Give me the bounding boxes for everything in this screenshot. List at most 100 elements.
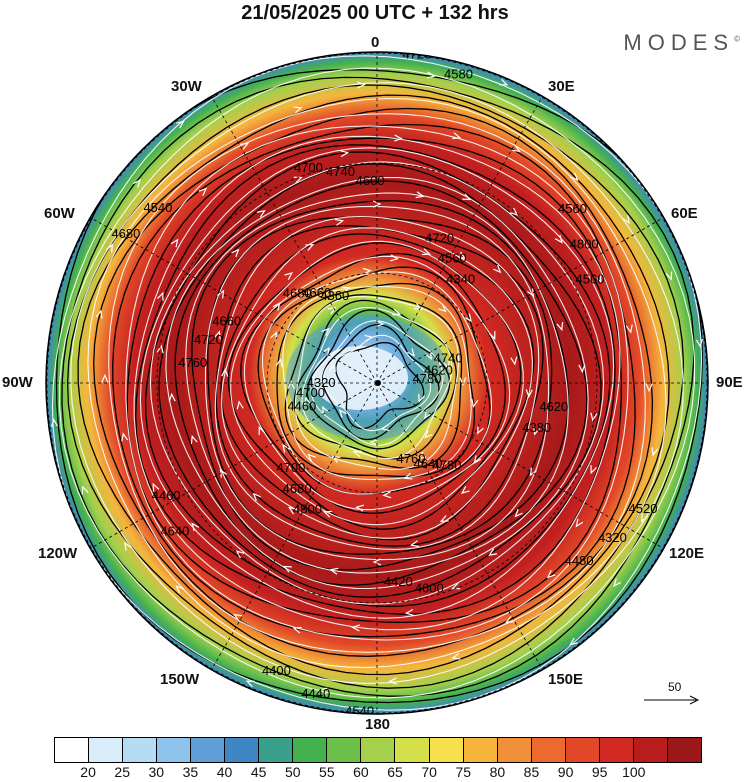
colorbar-cell (429, 738, 464, 762)
wind-arrowhead (282, 565, 292, 573)
contour-value-label: 4660 (302, 285, 331, 300)
wind-arrowhead (233, 613, 242, 622)
colorbar-cell (633, 738, 668, 762)
wind-arrowhead (270, 331, 277, 341)
contour-value-label: 4800 (293, 502, 322, 517)
wind-arrowhead (327, 307, 337, 315)
colorbar (54, 737, 702, 763)
contour-value-label: 4600 (356, 173, 385, 188)
colorbar-tick-label: 85 (523, 764, 540, 780)
wind-arrowhead (357, 81, 366, 89)
wind-arrowhead (305, 244, 315, 251)
reference-vector-label: 50 (668, 680, 682, 694)
colorbar-tick-label: 40 (216, 764, 233, 780)
contour-value-label: 4660 (212, 313, 241, 328)
wind-arrowhead (388, 677, 397, 685)
wind-arrowhead (175, 585, 184, 594)
wind-arrowhead (252, 492, 261, 502)
wind-arrowhead (380, 424, 390, 432)
wind-arrowhead (331, 455, 341, 464)
wind-arrowhead (464, 313, 472, 323)
contour-value-label: 4640 (414, 456, 443, 471)
wind-arrowhead (407, 348, 416, 357)
wind-arrowhead (695, 338, 703, 348)
contour-value-label: 4440 (301, 686, 330, 701)
wind-arrowhead (459, 377, 467, 387)
contour-value-label: 4400 (262, 663, 291, 678)
wind-arrowhead (292, 626, 302, 634)
wind-arrowhead (651, 447, 659, 457)
lon-label-30e: 30E (548, 78, 575, 95)
contour-value-label: 4420 (384, 574, 413, 589)
height-contour-line (174, 180, 588, 586)
colorbar-cell (225, 738, 260, 762)
wind-arrowhead (525, 389, 533, 399)
colorbar-cell (157, 738, 192, 762)
wind-streamline (108, 113, 646, 653)
lon-label-150e: 150E (548, 671, 584, 688)
wind-arrowhead (351, 624, 361, 632)
wind-arrowhead (95, 309, 103, 319)
wind-arrowhead (438, 304, 447, 313)
wind-arrowhead (121, 432, 129, 442)
wind-arrowhead (488, 331, 496, 341)
contour-value-label: 4320 (307, 375, 336, 390)
contour-value-label: 4700 (296, 385, 325, 400)
contour-value-label: 4700 (276, 460, 305, 475)
meridian-line (86, 215, 378, 384)
colorbar-cell (361, 738, 396, 762)
wind-arrowhead (527, 288, 535, 298)
wind-arrowhead (304, 396, 311, 406)
contour-value-label: 4580 (444, 67, 473, 82)
wind-arrowhead (510, 356, 518, 366)
wind-arrowhead (293, 176, 303, 184)
contour-value-label: 4740 (326, 164, 355, 179)
contour-value-label: 4360 (320, 288, 349, 303)
wind-arrowhead (424, 351, 432, 361)
colorbar-tick-label: 50 (284, 764, 301, 780)
wind-arrowhead (219, 468, 227, 478)
wind-arrowhead (569, 637, 578, 646)
contour-value-label: 4800 (570, 237, 599, 252)
wind-arrowhead (170, 238, 179, 248)
lon-label-90e: 90E (716, 374, 743, 391)
colorbar-tick-label: 35 (182, 764, 199, 780)
wind-arrowhead (282, 443, 290, 453)
wind-arrowhead (570, 172, 579, 181)
wind-arrowhead (284, 272, 294, 281)
colorbar-tick-label: 65 (387, 764, 403, 780)
wind-arrowhead (392, 308, 402, 316)
lon-label-120e: 120E (669, 545, 705, 562)
wind-arrowhead (462, 193, 472, 201)
wind-arrowhead (590, 465, 598, 475)
wind-arrowhead (575, 518, 584, 528)
wind-arrowhead (546, 570, 556, 579)
contour-value-label: 4460 (287, 398, 316, 413)
wind-arrowhead (443, 360, 450, 370)
contour-value-label: 4740 (434, 351, 463, 366)
wind-arrowhead (393, 134, 403, 142)
lon-label-150w: 150W (160, 671, 200, 688)
contour-value-label: 4340 (446, 271, 475, 286)
contour-value-label: 4620 (539, 399, 568, 414)
lon-label-0: 0 (371, 34, 380, 51)
contour-value-label: 4480 (565, 553, 594, 568)
wind-arrowhead (403, 472, 413, 480)
wind-arrowhead (101, 373, 109, 383)
vortex-center-shading (312, 346, 408, 410)
height-contour-line (135, 144, 616, 615)
colorbar-cell (497, 738, 532, 762)
wind-arrowhead (389, 254, 399, 262)
wind-arrowhead (341, 286, 351, 294)
wind-arrowhead (413, 302, 423, 311)
contour-value-label: 4460 (152, 488, 181, 503)
modes-logo: MODES© (623, 30, 740, 56)
lon-label-120w: 120W (38, 545, 78, 562)
wind-arrowhead (613, 578, 622, 587)
meridian-line (376, 382, 545, 674)
wind-arrowhead (191, 522, 200, 532)
colorbar-cell (327, 738, 362, 762)
colorbar-cell (531, 738, 566, 762)
colorbar-tick-label: 45 (250, 764, 267, 780)
